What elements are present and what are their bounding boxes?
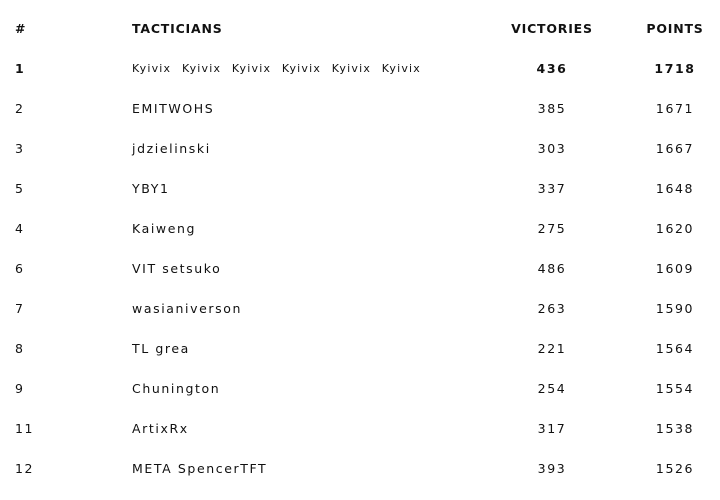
rank-cell: 2 bbox=[15, 101, 25, 116]
table-row[interactable]: 5 YBY1 337 1648 bbox=[0, 169, 720, 209]
points-cell: 1554 bbox=[655, 381, 695, 396]
table-header-row: # TACTICIANS VICTORIES POINTS bbox=[0, 9, 720, 49]
rank-cell: 5 bbox=[15, 181, 25, 196]
player-name-link[interactable]: YBY1 bbox=[132, 181, 170, 196]
player-name-link[interactable]: wasianiverson bbox=[132, 301, 243, 316]
points-cell: 1671 bbox=[655, 101, 695, 116]
player-name-link[interactable]: Kaiweng bbox=[132, 221, 197, 236]
rank-cell: 6 bbox=[15, 261, 25, 276]
victories-cell: 221 bbox=[537, 341, 567, 356]
victories-cell: 303 bbox=[537, 141, 567, 156]
header-victories[interactable]: VICTORIES bbox=[511, 21, 593, 36]
points-cell: 1718 bbox=[654, 61, 696, 76]
table-row[interactable]: 6 VIT setsuko 486 1609 bbox=[0, 249, 720, 289]
header-rank[interactable]: # bbox=[15, 21, 27, 36]
rank-cell: 12 bbox=[15, 461, 35, 476]
victories-cell: 263 bbox=[537, 301, 567, 316]
header-tacticians[interactable]: TACTICIANS bbox=[132, 21, 223, 36]
table-row[interactable]: 9 Chunington 254 1554 bbox=[0, 369, 720, 409]
table-row[interactable]: 8 TL grea 221 1564 bbox=[0, 329, 720, 369]
rank-cell: 1 bbox=[15, 61, 26, 76]
table-row[interactable]: 12 META SpencerTFT 393 1526 bbox=[0, 449, 720, 489]
table-row[interactable]: 2 EMITWOHS 385 1671 bbox=[0, 89, 720, 129]
points-cell: 1609 bbox=[655, 261, 695, 276]
victories-cell: 275 bbox=[537, 221, 567, 236]
player-name-link[interactable]: jdzielinski bbox=[132, 141, 211, 156]
player-name-link[interactable]: Chunington bbox=[132, 381, 221, 396]
rank-cell: 4 bbox=[15, 221, 25, 236]
player-name-link[interactable]: TL grea bbox=[132, 341, 190, 356]
player-name-link[interactable]: EMITWOHS bbox=[132, 101, 215, 116]
player-name-link[interactable]: META SpencerTFT bbox=[132, 461, 268, 476]
rank-cell: 3 bbox=[15, 141, 25, 156]
points-cell: 1620 bbox=[655, 221, 695, 236]
rank-cell: 7 bbox=[15, 301, 25, 316]
header-points[interactable]: POINTS bbox=[646, 21, 704, 36]
points-cell: 1526 bbox=[655, 461, 695, 476]
victories-cell: 436 bbox=[536, 61, 568, 76]
rank-cell: 9 bbox=[15, 381, 25, 396]
player-name-link[interactable]: ArtixRx bbox=[132, 421, 189, 436]
player-name-link[interactable]: Kyivix Kyivix Kyivix Kyivix Kyivix Kyivi… bbox=[132, 62, 422, 75]
player-name-link[interactable]: VIT setsuko bbox=[132, 261, 222, 276]
victories-cell: 337 bbox=[537, 181, 567, 196]
rank-cell: 11 bbox=[15, 421, 35, 436]
victories-cell: 317 bbox=[537, 421, 567, 436]
victories-cell: 385 bbox=[537, 101, 567, 116]
rank-cell: 8 bbox=[15, 341, 25, 356]
victories-cell: 486 bbox=[537, 261, 567, 276]
points-cell: 1590 bbox=[655, 301, 695, 316]
points-cell: 1538 bbox=[655, 421, 695, 436]
table-row[interactable]: 4 Kaiweng 275 1620 bbox=[0, 209, 720, 249]
points-cell: 1564 bbox=[655, 341, 695, 356]
table-row[interactable]: 1 Kyivix Kyivix Kyivix Kyivix Kyivix Kyi… bbox=[0, 49, 720, 89]
table-row[interactable]: 3 jdzielinski 303 1667 bbox=[0, 129, 720, 169]
table-row[interactable]: 11 ArtixRx 317 1538 bbox=[0, 409, 720, 449]
victories-cell: 393 bbox=[537, 461, 567, 476]
points-cell: 1667 bbox=[655, 141, 695, 156]
table-row[interactable]: 7 wasianiverson 263 1590 bbox=[0, 289, 720, 329]
points-cell: 1648 bbox=[655, 181, 695, 196]
victories-cell: 254 bbox=[537, 381, 567, 396]
